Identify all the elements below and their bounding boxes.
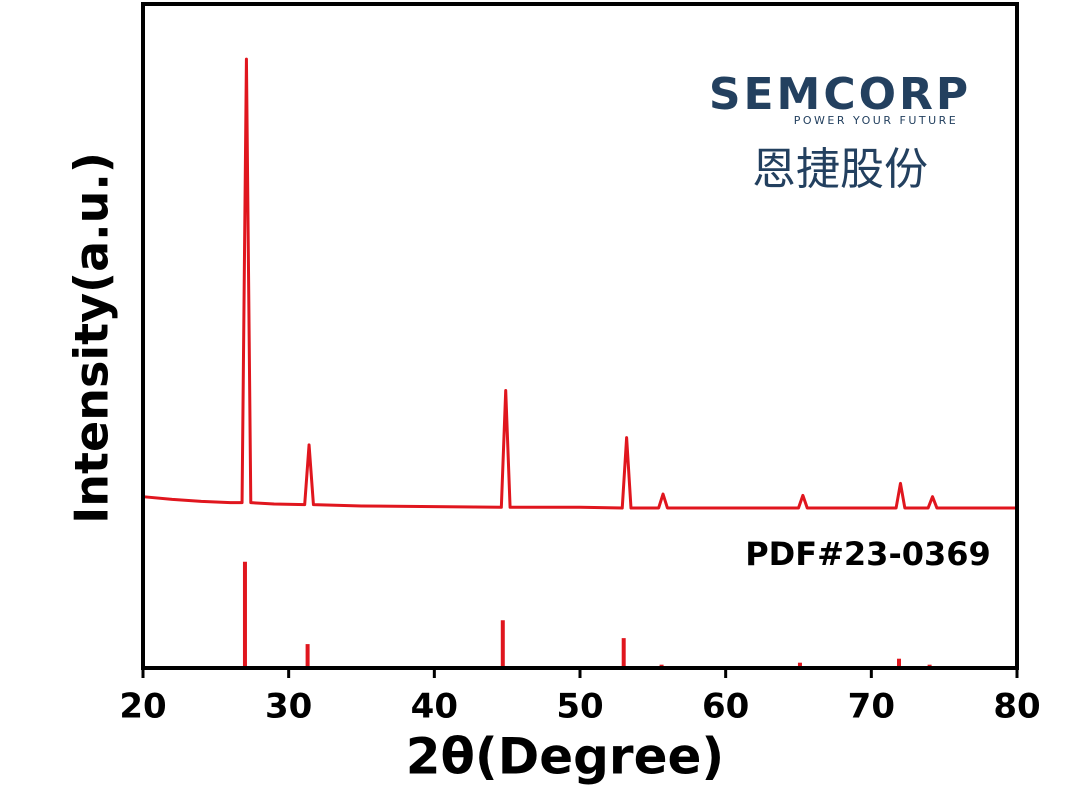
logo-chinese: 恩捷股份 [752, 144, 928, 195]
logo-brand: SEMCORP [709, 69, 971, 120]
x-tick-label: 80 [993, 687, 1040, 727]
x-tick-label: 30 [265, 687, 312, 727]
x-tick-label: 20 [119, 687, 166, 727]
reference-label: PDF#23-0369 [745, 535, 991, 573]
x-axis-label: 2θ(Degree) [406, 728, 725, 786]
x-tick-label: 60 [702, 687, 749, 727]
y-axis-label: Intensity(a.u.) [65, 152, 119, 524]
x-tick-label: 40 [411, 687, 458, 727]
logo-slogan: POWER YOUR FUTURE [794, 114, 958, 127]
xrd-pattern [142, 57, 1017, 510]
x-tick-label: 70 [848, 687, 895, 727]
x-tick-label: 50 [556, 687, 603, 727]
